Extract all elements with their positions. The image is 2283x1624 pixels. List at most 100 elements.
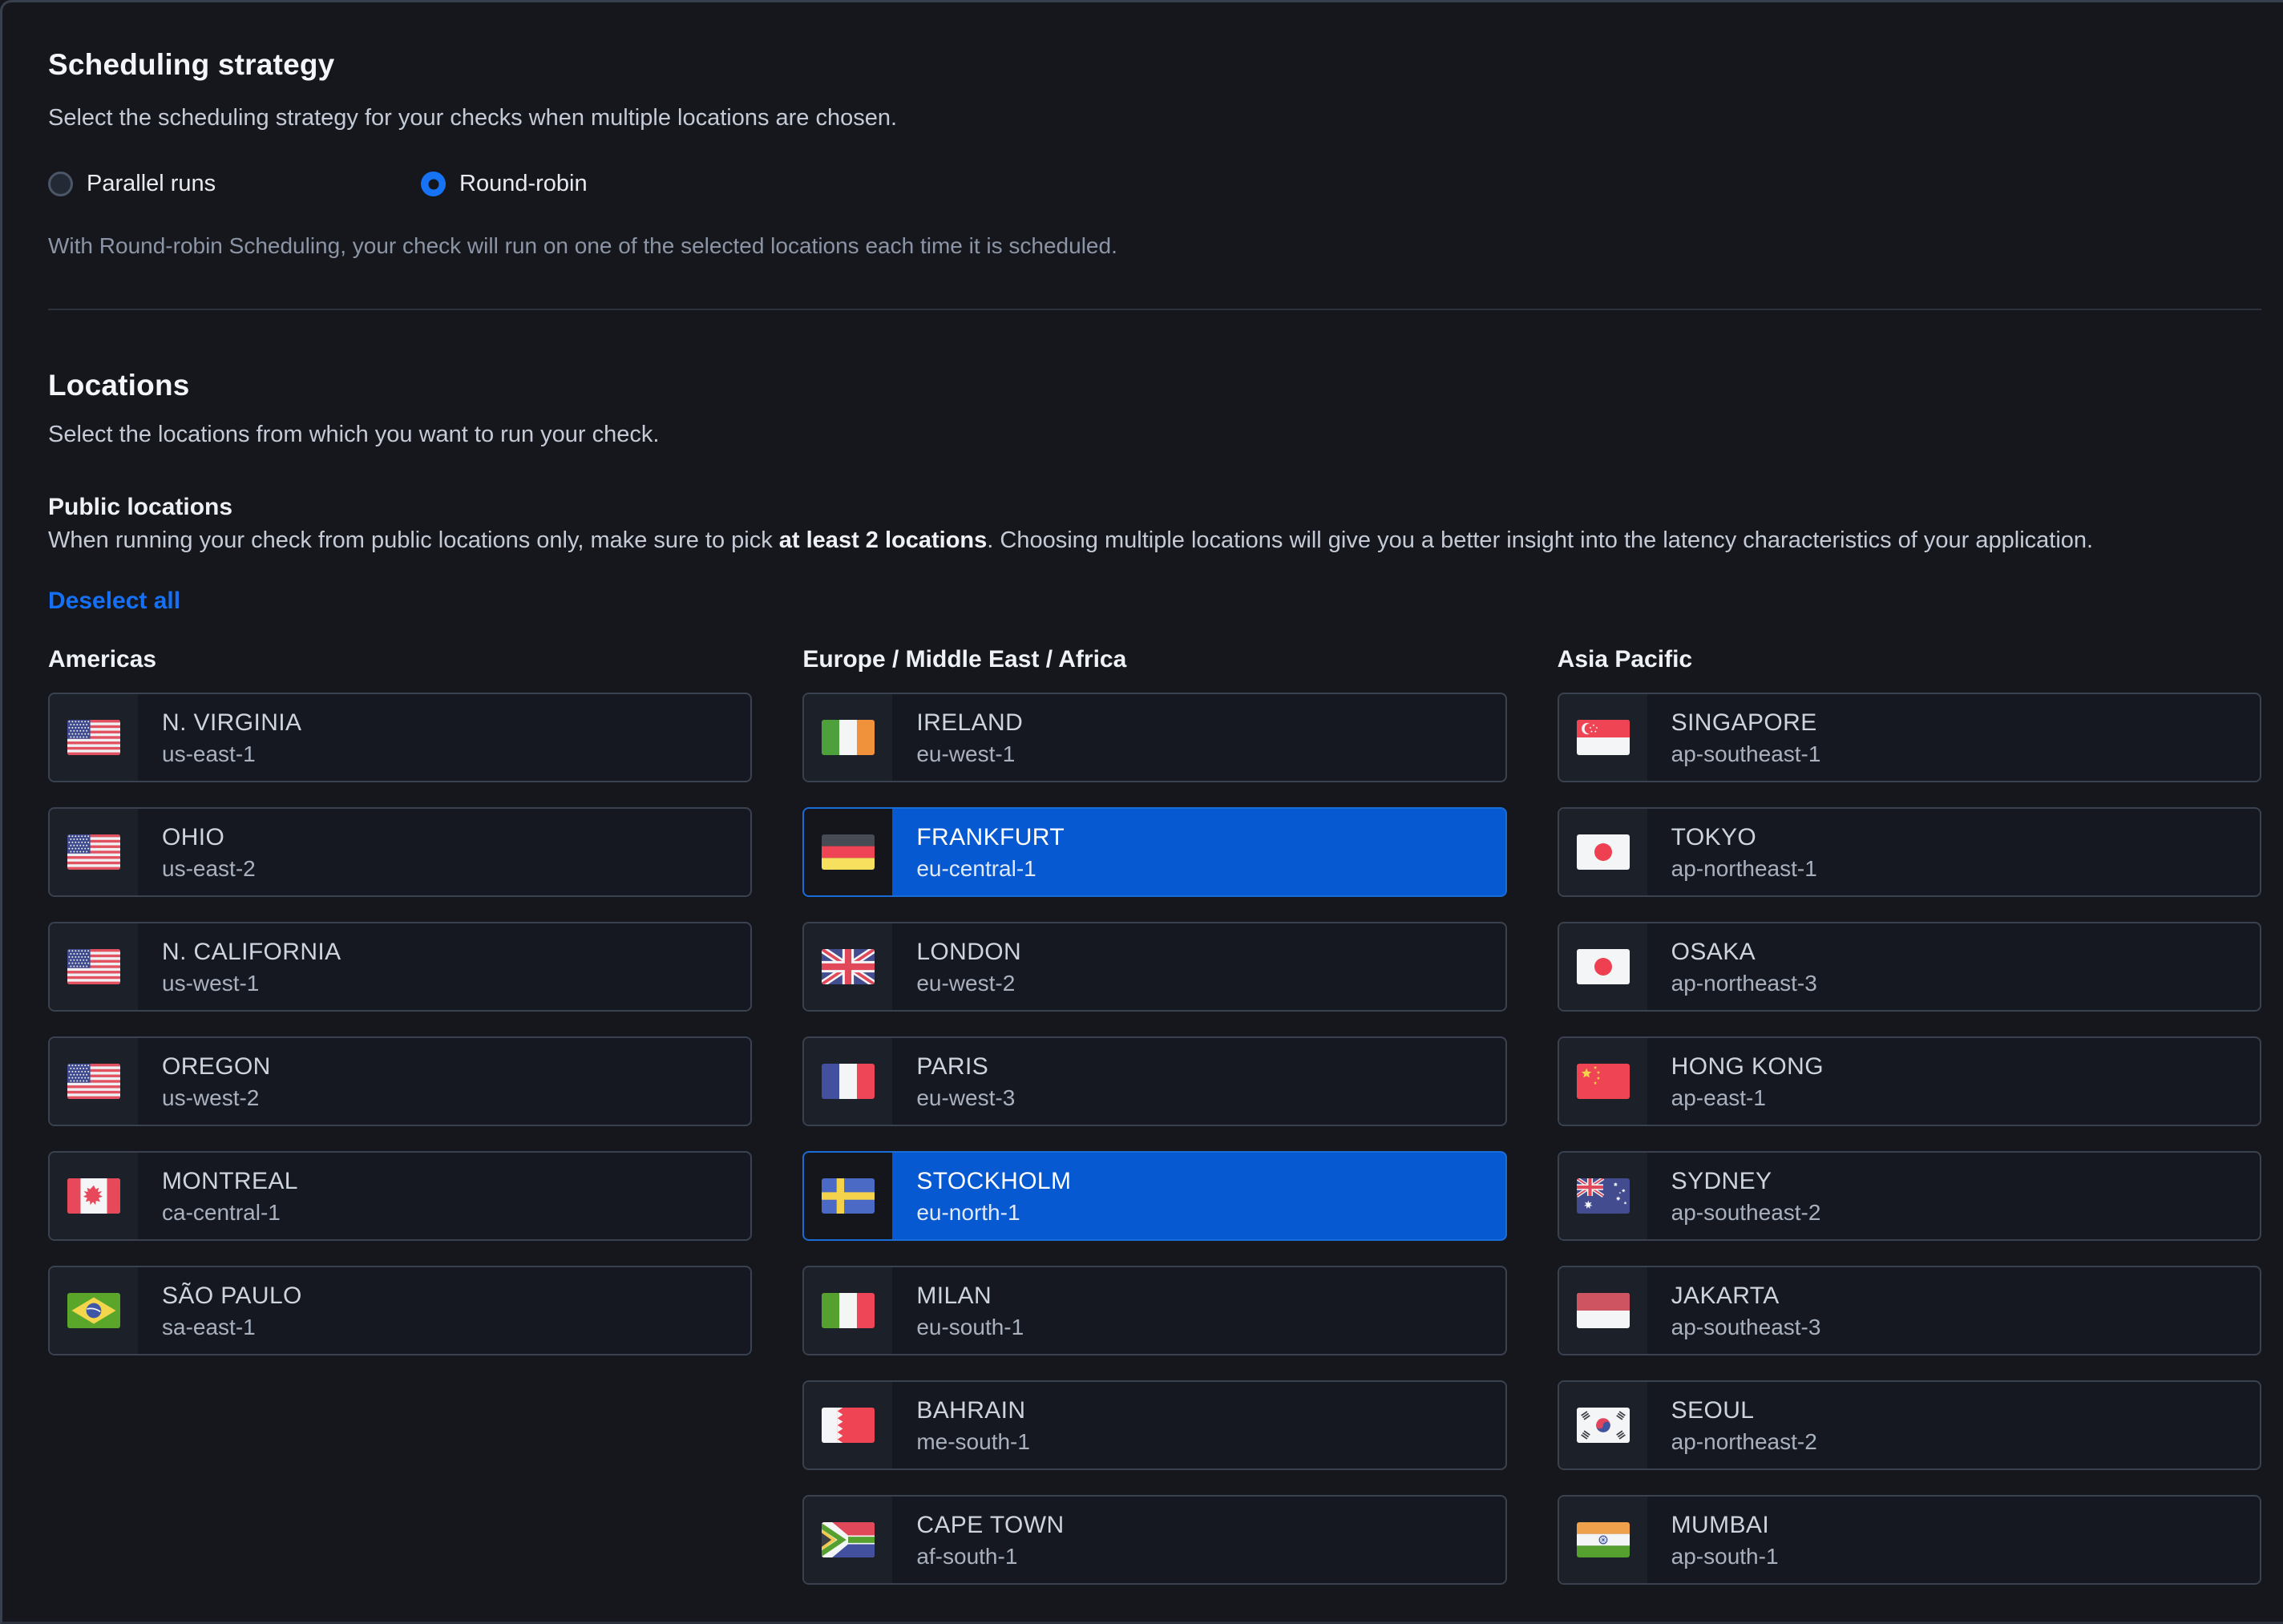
flag-jp-icon xyxy=(1576,949,1630,984)
radio-option-round-robin[interactable]: Round-robin xyxy=(421,171,588,197)
location-region: ap-southeast-1 xyxy=(1671,741,1821,766)
location-card-text: JAKARTA ap-southeast-3 xyxy=(1647,1267,1821,1354)
location-card-ap-southeast-1[interactable]: SINGAPORE ap-southeast-1 xyxy=(1557,693,2261,782)
public-locations-note: When running your check from public loca… xyxy=(48,527,2094,553)
flag-strip xyxy=(1558,809,1647,895)
column-header: Asia Pacific xyxy=(1557,646,1693,673)
location-card-text: SYDNEY ap-southeast-2 xyxy=(1647,1153,1821,1239)
flag-strip xyxy=(804,923,893,1010)
location-card-text: BAHRAIN me-south-1 xyxy=(892,1382,1030,1468)
flag-strip xyxy=(50,1038,138,1125)
flag-strip xyxy=(50,694,138,781)
location-card-ca-central-1[interactable]: MONTREAL ca-central-1 xyxy=(48,1151,753,1241)
location-column: Europe / Middle East / Africa IRELAND eu-w… xyxy=(802,644,1507,1610)
location-city: SINGAPORE xyxy=(1671,709,1817,736)
location-card-eu-west-2[interactable]: LONDON eu-west-2 xyxy=(802,922,1507,1012)
location-region: ap-southeast-3 xyxy=(1671,1314,1821,1339)
flag-strip xyxy=(1558,1267,1647,1354)
location-card-text: MONTREAL ca-central-1 xyxy=(138,1153,298,1239)
flag-strip xyxy=(50,1267,138,1354)
location-city: SEOUL xyxy=(1671,1396,1755,1424)
location-card-eu-north-1[interactable]: STOCKHOLM eu-north-1 xyxy=(802,1151,1507,1241)
location-region: sa-east-1 xyxy=(162,1314,256,1339)
flag-fr-icon xyxy=(822,1064,875,1099)
locations-description: Select the locations from which you want… xyxy=(48,422,660,447)
location-region: ap-northeast-2 xyxy=(1671,1428,1817,1454)
location-region: eu-south-1 xyxy=(916,1314,1024,1339)
location-region: eu-north-1 xyxy=(916,1199,1020,1225)
radio-option-label: Round-robin xyxy=(459,171,588,196)
location-card-text: OSAKA ap-northeast-3 xyxy=(1647,923,1817,1010)
location-city: JAKARTA xyxy=(1671,1282,1780,1309)
location-card-sa-east-1[interactable]: SÃO PAULO sa-east-1 xyxy=(48,1266,753,1355)
location-card-text: N. VIRGINIA us-east-1 xyxy=(138,694,301,781)
flag-sg-icon xyxy=(1576,720,1630,755)
location-card-us-east-1[interactable]: N. VIRGINIA us-east-1 xyxy=(48,693,753,782)
location-city: LONDON xyxy=(916,938,1022,965)
flag-it-icon xyxy=(822,1293,875,1328)
location-card-us-east-2[interactable]: OHIO us-east-2 xyxy=(48,807,753,897)
location-card-me-south-1[interactable]: BAHRAIN me-south-1 xyxy=(802,1380,1507,1470)
location-card-af-south-1[interactable]: CAPE TOWN af-south-1 xyxy=(802,1495,1507,1585)
flag-strip xyxy=(50,1153,138,1239)
flag-bh-icon xyxy=(822,1408,875,1443)
location-card-eu-central-1[interactable]: FRANKFURT eu-central-1 xyxy=(802,807,1507,897)
location-city: TOKYO xyxy=(1671,823,1757,850)
deselect-all-link[interactable]: Deselect all xyxy=(48,588,181,614)
location-region: us-east-2 xyxy=(162,855,256,881)
location-card-ap-southeast-2[interactable]: SYDNEY ap-southeast-2 xyxy=(1557,1151,2261,1241)
flag-us-icon xyxy=(67,1064,120,1099)
location-card-text: STOCKHOLM eu-north-1 xyxy=(892,1153,1071,1239)
flag-id-icon xyxy=(1576,1293,1630,1328)
location-card-ap-south-1[interactable]: MUMBAI ap-south-1 xyxy=(1557,1495,2261,1585)
location-card-eu-west-1[interactable]: IRELAND eu-west-1 xyxy=(802,693,1507,782)
flag-ie-icon xyxy=(822,720,875,755)
flag-strip xyxy=(1558,923,1647,1010)
flag-ca-icon xyxy=(67,1178,120,1214)
location-card-ap-northeast-1[interactable]: TOKYO ap-northeast-1 xyxy=(1557,807,2261,897)
flag-strip xyxy=(50,809,138,895)
location-city: SYDNEY xyxy=(1671,1167,1772,1194)
location-region: eu-central-1 xyxy=(916,855,1036,881)
location-card-text: FRANKFURT eu-central-1 xyxy=(892,809,1065,895)
location-card-text: N. CALIFORNIA us-west-1 xyxy=(138,923,341,1010)
flag-us-icon xyxy=(67,949,120,984)
location-card-ap-east-1[interactable]: HONG KONG ap-east-1 xyxy=(1557,1036,2261,1126)
column-header: Europe / Middle East / Africa xyxy=(802,646,1127,673)
location-card-text: OHIO us-east-2 xyxy=(138,809,256,895)
flag-strip xyxy=(1558,1382,1647,1468)
radio-option-parallel-runs[interactable]: Parallel runs xyxy=(48,171,421,197)
round-robin-helper-text: With Round-robin Scheduling, your check … xyxy=(48,233,1117,258)
radio-icon[interactable] xyxy=(421,172,446,196)
location-column: Americas N. VIRGINIA us-east-1 OHIO us-east-… xyxy=(48,644,753,1380)
location-city: OHIO xyxy=(162,823,225,850)
location-card-us-west-1[interactable]: N. CALIFORNIA us-west-1 xyxy=(48,922,753,1012)
location-card-ap-northeast-3[interactable]: OSAKA ap-northeast-3 xyxy=(1557,922,2261,1012)
location-card-us-west-2[interactable]: OREGON us-west-2 xyxy=(48,1036,753,1126)
radio-icon[interactable] xyxy=(48,172,73,196)
note-bold-text: at least 2 locations xyxy=(778,527,988,553)
flag-strip xyxy=(50,923,138,1010)
location-card-text: SÃO PAULO sa-east-1 xyxy=(138,1267,302,1354)
section-divider xyxy=(48,309,2261,310)
location-card-eu-south-1[interactable]: MILAN eu-south-1 xyxy=(802,1266,1507,1355)
location-region: ap-south-1 xyxy=(1671,1543,1779,1569)
location-card-text: IRELAND eu-west-1 xyxy=(892,694,1023,781)
flag-strip xyxy=(804,1038,893,1125)
location-city: HONG KONG xyxy=(1671,1052,1824,1080)
radio-option-label: Parallel runs xyxy=(87,171,216,196)
location-card-ap-southeast-3[interactable]: JAKARTA ap-southeast-3 xyxy=(1557,1266,2261,1355)
location-region: ap-southeast-2 xyxy=(1671,1199,1821,1225)
location-card-text: LONDON eu-west-2 xyxy=(892,923,1021,1010)
column-header: Americas xyxy=(48,646,157,673)
location-city: MILAN xyxy=(916,1282,992,1309)
flag-strip xyxy=(1558,1038,1647,1125)
location-city: BAHRAIN xyxy=(916,1396,1026,1424)
flag-gb-icon xyxy=(822,949,875,984)
location-card-ap-northeast-2[interactable]: SEOUL ap-northeast-2 xyxy=(1557,1380,2261,1470)
flag-strip xyxy=(1558,1153,1647,1239)
location-region: ap-northeast-3 xyxy=(1671,970,1817,996)
flag-se-icon xyxy=(822,1178,875,1214)
location-card-eu-west-3[interactable]: PARIS eu-west-3 xyxy=(802,1036,1507,1126)
flag-strip xyxy=(1558,694,1647,781)
